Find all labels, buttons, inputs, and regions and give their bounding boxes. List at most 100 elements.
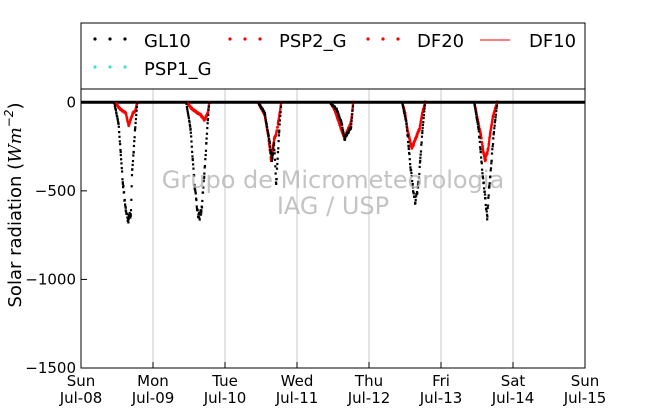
data-point bbox=[133, 140, 136, 143]
data-point bbox=[204, 149, 208, 152]
series-gl10 bbox=[113, 100, 499, 224]
data-point bbox=[488, 138, 491, 141]
data-point bbox=[203, 175, 206, 178]
data-point bbox=[186, 109, 189, 112]
data-point bbox=[195, 205, 198, 208]
data-point bbox=[200, 209, 203, 212]
data-point bbox=[268, 145, 272, 148]
data-point bbox=[278, 123, 281, 126]
data-point bbox=[406, 133, 409, 137]
data-point bbox=[340, 127, 343, 131]
data-point bbox=[206, 111, 210, 114]
data-point bbox=[189, 131, 192, 134]
data-point bbox=[189, 105, 192, 108]
data-point bbox=[121, 170, 124, 173]
data-point bbox=[119, 150, 122, 154]
data-point bbox=[275, 167, 279, 170]
legend-entry: DF10 bbox=[480, 31, 576, 52]
data-point bbox=[479, 150, 482, 154]
data-point bbox=[495, 103, 499, 106]
data-point bbox=[415, 191, 419, 194]
data-point bbox=[414, 201, 417, 204]
data-point bbox=[410, 175, 413, 178]
data-point bbox=[335, 108, 338, 111]
data-point bbox=[268, 142, 271, 145]
data-point bbox=[490, 124, 493, 127]
legend-label: DF10 bbox=[529, 31, 576, 52]
x-tick-label-date: Jul-09 bbox=[131, 389, 175, 407]
data-point bbox=[186, 107, 189, 111]
data-point bbox=[418, 125, 422, 128]
data-point bbox=[409, 140, 412, 143]
data-point bbox=[352, 101, 355, 104]
data-point bbox=[187, 113, 190, 116]
data-point bbox=[185, 105, 188, 109]
data-point bbox=[478, 136, 481, 139]
data-point bbox=[115, 112, 118, 115]
data-point bbox=[487, 142, 491, 145]
data-point bbox=[202, 180, 205, 183]
data-point bbox=[126, 121, 130, 124]
data-point bbox=[480, 134, 483, 137]
data-point bbox=[257, 101, 260, 104]
data-point bbox=[485, 207, 488, 210]
data-point bbox=[481, 175, 484, 178]
data-point bbox=[486, 218, 489, 221]
data-point bbox=[267, 137, 271, 141]
data-point bbox=[408, 152, 411, 156]
data-point bbox=[192, 163, 195, 166]
data-point bbox=[190, 135, 193, 138]
legend-marker bbox=[93, 65, 97, 69]
data-point bbox=[474, 107, 477, 110]
data-point bbox=[275, 129, 279, 132]
data-point bbox=[402, 106, 405, 109]
data-point bbox=[194, 110, 198, 113]
data-point bbox=[486, 206, 489, 209]
data-point bbox=[413, 195, 416, 198]
data-point bbox=[127, 214, 130, 217]
data-point bbox=[271, 148, 274, 152]
data-point bbox=[422, 116, 425, 120]
data-point bbox=[267, 139, 270, 142]
data-point bbox=[266, 131, 270, 135]
data-point bbox=[412, 142, 415, 145]
data-point bbox=[264, 119, 267, 122]
data-point bbox=[412, 192, 415, 195]
data-point bbox=[421, 110, 424, 114]
data-point bbox=[422, 114, 426, 117]
data-point bbox=[199, 213, 203, 216]
data-point bbox=[492, 137, 495, 140]
data-point bbox=[486, 151, 489, 154]
legend-label: PSP2_G bbox=[279, 31, 347, 52]
data-point bbox=[134, 107, 138, 110]
data-point bbox=[200, 206, 204, 209]
data-point bbox=[203, 164, 207, 168]
data-point bbox=[343, 137, 346, 140]
data-point bbox=[121, 181, 124, 184]
legend-marker bbox=[108, 65, 112, 69]
data-point bbox=[207, 104, 211, 107]
data-point bbox=[476, 119, 479, 122]
data-point bbox=[410, 169, 413, 172]
data-point bbox=[416, 183, 420, 186]
data-point bbox=[124, 113, 128, 116]
data-point bbox=[480, 156, 483, 159]
data-point bbox=[267, 136, 270, 139]
x-tick-label-day: Fri bbox=[432, 372, 450, 390]
data-point bbox=[421, 131, 424, 135]
data-point bbox=[277, 119, 280, 122]
legend-marker bbox=[381, 37, 385, 41]
data-point bbox=[201, 191, 205, 194]
data-point bbox=[191, 150, 194, 153]
y-tick-label: 0 bbox=[66, 93, 76, 111]
data-point bbox=[269, 150, 273, 153]
data-point bbox=[135, 105, 139, 109]
legend-marker bbox=[93, 37, 97, 41]
data-point bbox=[278, 113, 281, 116]
data-point bbox=[418, 172, 421, 176]
data-point bbox=[194, 190, 197, 193]
data-point bbox=[271, 152, 275, 155]
legend-label: GL10 bbox=[144, 31, 191, 52]
data-point bbox=[407, 131, 410, 134]
data-point bbox=[128, 211, 131, 215]
